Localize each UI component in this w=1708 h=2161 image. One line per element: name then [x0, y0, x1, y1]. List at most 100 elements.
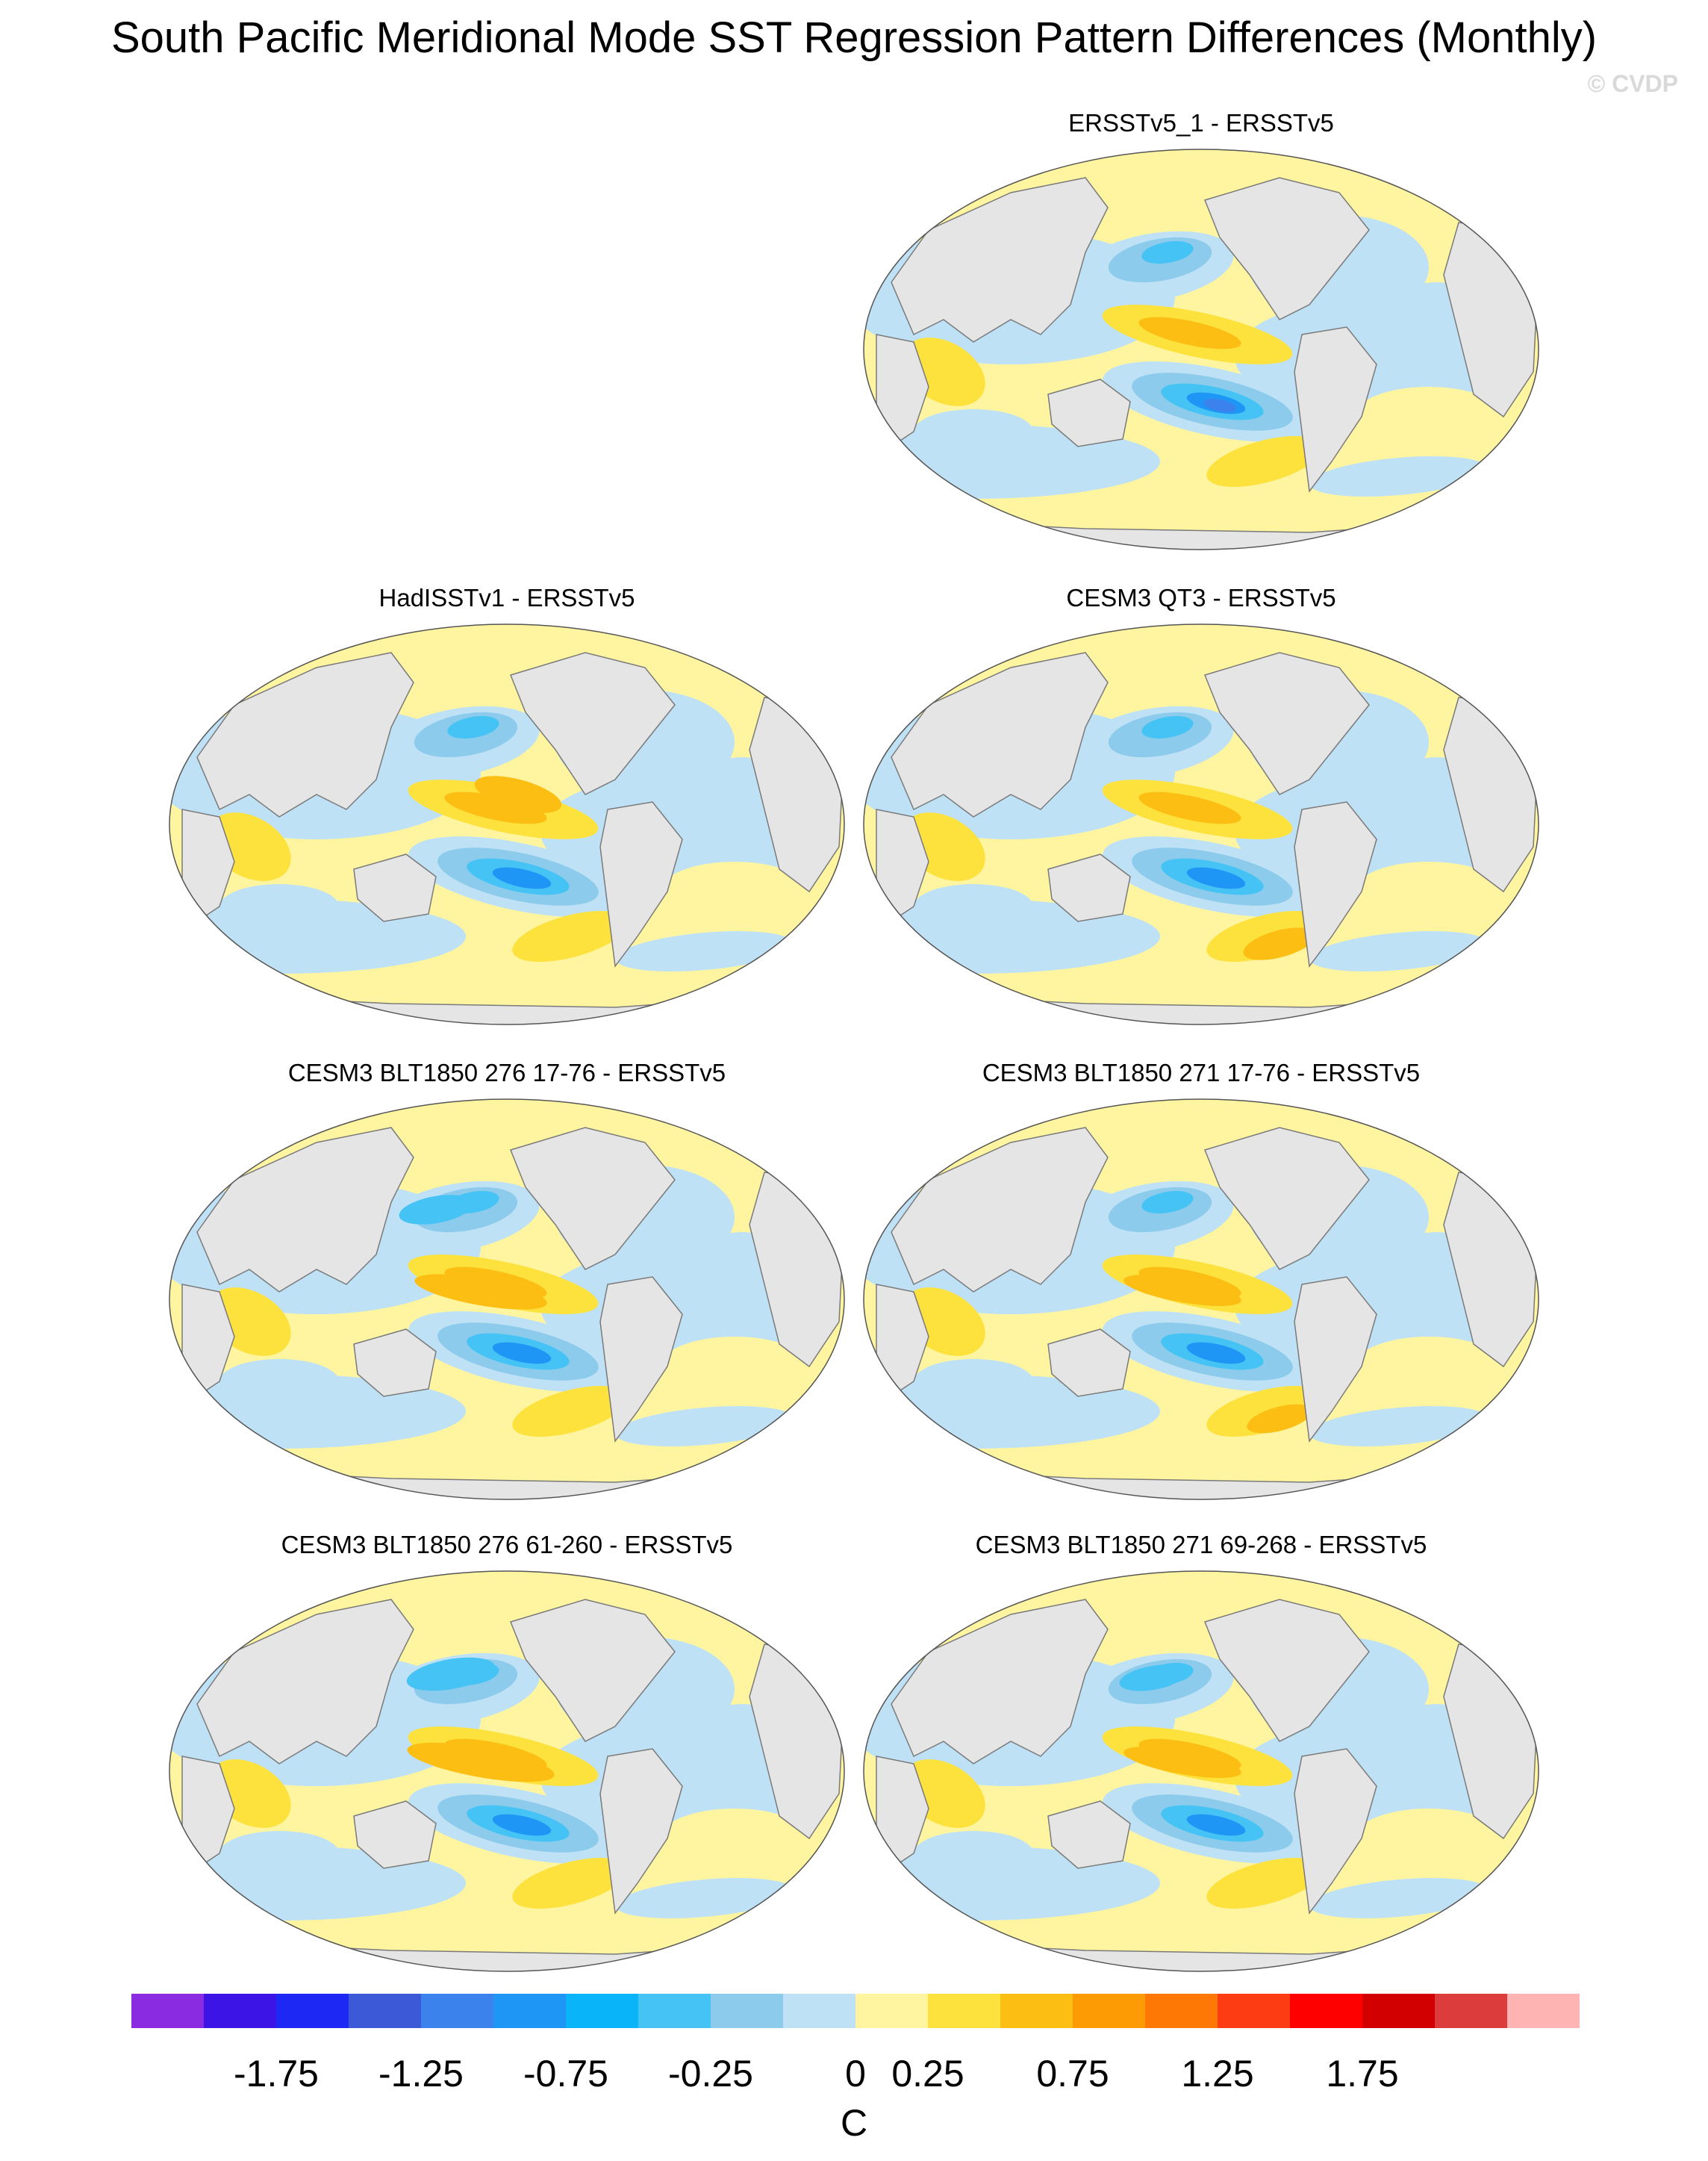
anomaly-region: [1309, 1877, 1489, 1919]
anomaly-region: [1247, 1404, 1312, 1434]
world-map: [863, 149, 1539, 550]
colorbar-tick-label: -0.25: [668, 2053, 753, 2095]
land-mass: [891, 652, 1109, 818]
anomaly-region: [615, 1405, 794, 1447]
anomaly-region: [1309, 455, 1489, 497]
land-mass: [599, 801, 683, 968]
anomaly-region: [660, 1337, 809, 1396]
world-map: [863, 624, 1539, 1025]
land-mass: [1203, 652, 1370, 795]
world-map: [863, 1098, 1539, 1500]
colorbar-tick-label: -1.75: [234, 2053, 319, 2095]
anomaly-region: [660, 862, 809, 921]
colorbar-swatch: [349, 1994, 421, 2028]
colorbar-swatch: [783, 1994, 855, 2028]
anomaly-region: [414, 1274, 547, 1310]
anomaly-region: [914, 409, 1033, 454]
anomaly-region: [660, 1809, 809, 1868]
map-outline: [863, 1570, 1539, 1972]
figure-title: South Pacific Meridional Mode SST Regres…: [110, 13, 1598, 62]
panel-title: ERSSTv5_1 - ERSSTv5: [1068, 109, 1334, 137]
colorbar-swatch: [1507, 1994, 1580, 2028]
map-panel-erssty5-1: ERSSTv5_1 - ERSSTv5: [854, 111, 1548, 559]
land-mass: [1294, 1276, 1377, 1443]
anomaly-region: [492, 867, 552, 889]
anomaly-region: [914, 1831, 1033, 1876]
land-mass: [1294, 326, 1377, 493]
anomaly-region: [1186, 867, 1246, 889]
colorbar-swatch: [131, 1994, 204, 2028]
colorbar-tick-label: 0.75: [1036, 2053, 1109, 2095]
colorbar-swatch: [1218, 1994, 1290, 2028]
land-mass: [1294, 801, 1377, 968]
map-panel-blt1850-271-69-268: CESM3 BLT1850 271 69-268 - ERSSTv5: [854, 1532, 1548, 1980]
colorbar-tick-label: 0.25: [891, 2053, 964, 2095]
anomaly-region: [219, 1359, 339, 1404]
land-mass: [891, 1127, 1109, 1293]
anomaly-region: [1206, 1857, 1323, 1909]
land-mass: [1203, 1599, 1370, 1742]
anomaly-region: [1309, 930, 1489, 972]
colorbar-swatch: [276, 1994, 349, 2028]
panel-title: CESM3 QT3 - ERSSTv5: [1066, 584, 1336, 612]
anomaly-region: [219, 884, 339, 929]
land-mass: [599, 1748, 683, 1915]
colorbar-swatch: [711, 1994, 783, 2028]
anomaly-region: [615, 930, 794, 972]
land-mass: [1047, 1328, 1131, 1397]
land-mass: [509, 1599, 676, 1742]
world-map: [863, 1570, 1539, 1972]
map-outline: [169, 624, 845, 1025]
colorbar-swatch: [1145, 1994, 1218, 2028]
anomaly-region: [1141, 240, 1194, 264]
anomaly-region: [1203, 398, 1236, 413]
colorbar-swatch: [493, 1994, 566, 2028]
land-mass: [509, 652, 676, 795]
anomaly-region: [474, 776, 562, 813]
anomaly-region: [492, 1342, 552, 1364]
land-mass: [353, 853, 437, 922]
land-mass: [1294, 1748, 1377, 1915]
anomaly-region: [512, 910, 629, 963]
anomaly-region: [615, 1877, 794, 1919]
colorbar-swatch: [855, 1994, 928, 2028]
anomaly-region: [1138, 792, 1241, 824]
colorbar-tick-label: -0.75: [523, 2053, 608, 2095]
colorbar-swatch: [1435, 1994, 1507, 2028]
anomaly-region: [914, 884, 1033, 929]
map-outline: [169, 1570, 845, 1972]
map-outline: [863, 624, 1539, 1025]
anomaly-region: [1186, 1814, 1246, 1836]
panel-title: HadISSTv1 - ERSSTv5: [378, 584, 635, 612]
credit-watermark: © CVDP: [1587, 70, 1678, 97]
panel-title: CESM3 BLT1850 271 69-268 - ERSSTv5: [975, 1531, 1427, 1558]
colorbar-swatch: [421, 1994, 493, 2028]
anomaly-region: [1354, 387, 1503, 447]
map-panel-blt1850-271-17-76: CESM3 BLT1850 271 17-76 - ERSSTv5: [854, 1060, 1548, 1508]
colorbar-swatch: [1290, 1994, 1362, 2028]
anomaly-region: [219, 1831, 339, 1876]
anomaly-region: [1354, 862, 1503, 921]
land-mass: [891, 177, 1109, 343]
colorbar-swatch: [1000, 1994, 1073, 2028]
map-panel-blt1850-276-61-260: CESM3 BLT1850 276 61-260 - ERSSTv5: [160, 1532, 854, 1980]
map-outline: [169, 1098, 845, 1500]
land-mass: [1047, 1800, 1131, 1869]
land-mass: [599, 1276, 683, 1443]
anomaly-region: [512, 1385, 629, 1437]
colorbar-swatch: [638, 1994, 711, 2028]
colorbar-tick-label: -1.25: [378, 2053, 464, 2095]
colorbar-tick-label: 0: [845, 2053, 866, 2095]
land-mass: [353, 1800, 437, 1869]
anomaly-region: [1123, 1746, 1241, 1779]
anomaly-region: [1309, 1405, 1489, 1447]
world-map: [169, 1570, 845, 1972]
map-panel-hadisst: HadISSTv1 - ERSSTv5: [160, 585, 854, 1033]
colorbar-unit-label: C: [840, 2102, 868, 2144]
colorbar-swatch: [928, 1994, 1000, 2028]
colorbar-swatches: [131, 1994, 1580, 2028]
land-mass: [196, 1127, 414, 1293]
anomaly-region: [1354, 1809, 1503, 1868]
anomaly-region: [1123, 1274, 1241, 1307]
land-mass: [1203, 177, 1370, 320]
